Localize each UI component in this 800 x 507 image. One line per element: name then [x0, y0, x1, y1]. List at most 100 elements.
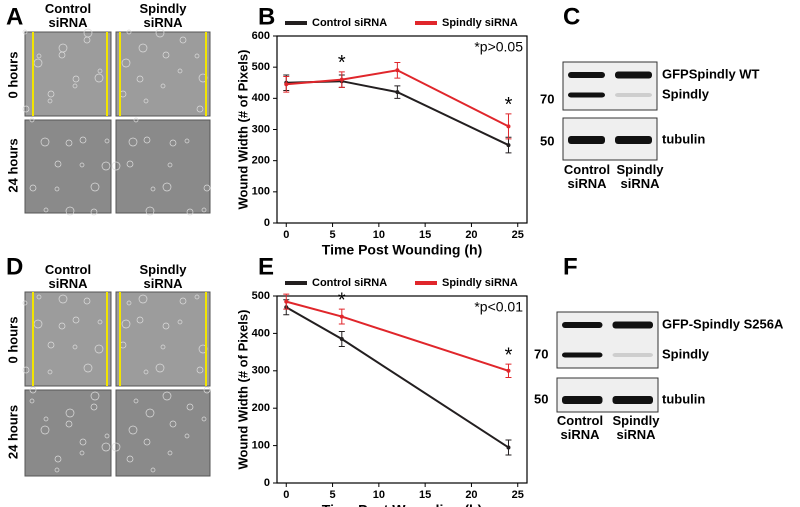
- band: [612, 321, 653, 329]
- legend-label: Control siRNA: [312, 17, 387, 29]
- cell: [79, 438, 87, 446]
- cell: [177, 319, 183, 325]
- mw-marker: 70: [540, 91, 554, 106]
- point: [284, 82, 289, 87]
- y-tick-label: 500: [252, 290, 270, 302]
- band-label: Spindly: [662, 346, 710, 361]
- band: [612, 353, 653, 357]
- cell: [43, 416, 49, 422]
- cell: [150, 467, 156, 473]
- cell: [83, 28, 93, 38]
- cell: [36, 294, 42, 300]
- cell: [47, 369, 53, 375]
- x-tick-label: 10: [373, 229, 385, 241]
- cell: [83, 297, 91, 305]
- cell: [196, 366, 204, 374]
- cell: [136, 316, 144, 324]
- x-tick-label: 15: [419, 229, 431, 241]
- panel-letter: E: [258, 253, 274, 280]
- cell: [22, 29, 28, 35]
- cell: [58, 294, 68, 304]
- cell: [121, 58, 131, 68]
- cell: [22, 105, 30, 113]
- x-tick-label: 10: [373, 489, 385, 501]
- cell: [184, 433, 190, 439]
- mw-marker: 70: [534, 346, 548, 361]
- plot-frame: [276, 35, 528, 224]
- band-label: tubulin: [662, 391, 705, 406]
- cell: [94, 73, 104, 83]
- point: [339, 337, 344, 342]
- micrograph: [24, 31, 112, 117]
- cell: [72, 75, 80, 83]
- x-tick-label: 0: [283, 229, 289, 241]
- annotation: *: [338, 52, 346, 74]
- band: [615, 136, 652, 144]
- panel-letter: B: [258, 3, 275, 30]
- band: [615, 93, 652, 97]
- cell: [138, 43, 148, 53]
- cell: [97, 68, 103, 74]
- cell: [90, 391, 100, 401]
- annotation: *p>0.05: [474, 39, 523, 55]
- cell: [29, 117, 35, 123]
- cell: [155, 363, 165, 373]
- band: [562, 352, 603, 358]
- x-tick-label: 20: [465, 489, 477, 501]
- annotation: *p<0.01: [474, 299, 523, 315]
- row-label: 24 hours: [5, 405, 20, 459]
- cell: [43, 207, 49, 213]
- band: [612, 396, 653, 404]
- panel-letter: C: [563, 3, 580, 30]
- cell: [54, 455, 62, 463]
- legend-label: Control siRNA: [312, 277, 387, 289]
- micrograph: [115, 291, 211, 387]
- cell: [133, 117, 139, 123]
- micrograph: [24, 119, 112, 214]
- cell: [145, 408, 155, 418]
- annotation: *: [505, 344, 513, 366]
- micrograph: [24, 389, 112, 477]
- cell: [65, 420, 73, 428]
- cell: [143, 438, 151, 446]
- band-label: Spindly: [662, 86, 710, 101]
- cell: [36, 53, 42, 59]
- y-tick-label: 400: [252, 92, 270, 104]
- cell: [54, 186, 60, 192]
- lane-label: Control siRNA: [563, 162, 611, 191]
- cell: [65, 408, 75, 418]
- cell: [97, 319, 103, 325]
- micrograph: [115, 119, 211, 214]
- cell: [90, 182, 100, 192]
- row-label: 24 hours: [5, 138, 20, 192]
- point: [506, 143, 511, 148]
- cell: [179, 297, 187, 305]
- cell: [29, 184, 37, 192]
- cell: [162, 322, 170, 330]
- y-tick-label: 500: [252, 61, 270, 73]
- cell: [104, 138, 110, 144]
- cell: [133, 398, 139, 404]
- point: [506, 124, 511, 129]
- y-tick-label: 0: [264, 477, 270, 489]
- x-tick-label: 15: [419, 489, 431, 501]
- cell: [54, 467, 60, 473]
- cell: [167, 162, 173, 168]
- x-tick-label: 5: [329, 489, 335, 501]
- band-label: GFPSpindly WT: [662, 66, 760, 81]
- annotation: *: [338, 289, 346, 311]
- y-tick-label: 200: [252, 155, 270, 167]
- point: [506, 368, 511, 373]
- cell: [58, 322, 66, 330]
- cell: [196, 105, 204, 113]
- x-axis-label: Time Post Wounding (h): [322, 502, 482, 507]
- cell: [54, 160, 62, 168]
- x-tick-label: 0: [283, 489, 289, 501]
- cell: [22, 300, 28, 306]
- cell: [128, 425, 138, 435]
- cell: [162, 391, 172, 401]
- micrograph: [115, 31, 211, 117]
- cell: [177, 68, 183, 74]
- cell: [111, 161, 121, 171]
